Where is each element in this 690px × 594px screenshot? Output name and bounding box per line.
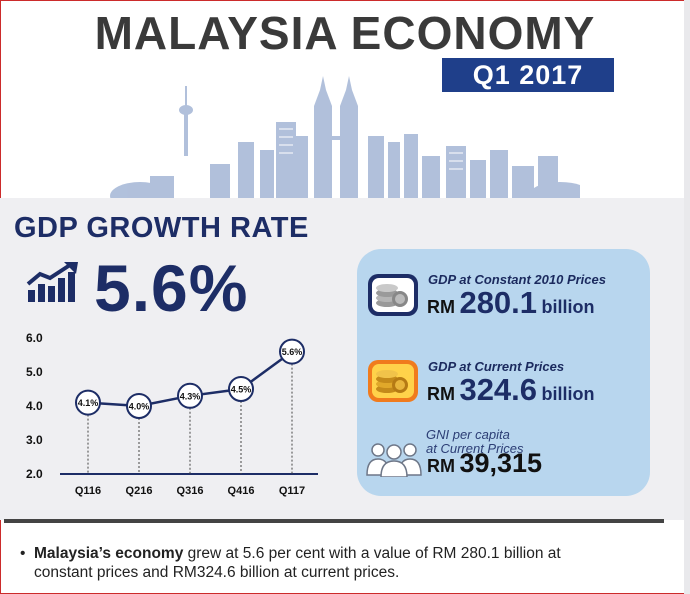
coins-icon [368,274,418,316]
page-edge [684,0,690,594]
data-point [75,389,101,416]
x-tick-label: Q116 [75,485,101,497]
gdp-growth-rate: 5.6% [94,251,249,325]
x-tick-label: Q216 [126,485,153,497]
data-label: 4.5% [231,385,252,395]
summary-bullet: • Malaysia’s economy grew at 5.6 per cent… [20,544,660,582]
gni-label-line2: at Current Prices [426,441,524,456]
period-badge: Q1 2017 [442,58,614,92]
data-label: 5.6% [282,347,303,357]
people-icon [366,443,422,477]
city-skyline-illustration [110,76,580,200]
currency-prefix: RM [427,384,455,404]
x-tick-label: Q416 [228,485,255,497]
currency-prefix: RM [427,456,455,476]
summary-lead: Malaysia’s economy [34,545,184,562]
y-tick-label: 4.0 [26,399,43,413]
y-tick-label: 3.0 [26,433,43,447]
x-tick-label: Q316 [177,485,204,497]
x-tick-label: Q117 [279,485,305,497]
gdp-constant-unit: billion [541,297,595,317]
gdp-current-label: GDP at Current Prices [428,359,565,374]
gni-value: RM 39,315 [427,448,542,479]
section-divider [4,519,664,523]
page-title: MALAYSIA ECONOMY [94,7,596,59]
data-point [126,393,152,419]
y-tick-label: 5.0 [26,365,43,379]
data-label: 4.3% [180,391,201,401]
data-label: 4.1% [78,398,99,408]
summary-line2: constant prices and RM324.6 billion at c… [34,564,400,581]
data-point [228,376,254,402]
data-point [279,338,305,365]
data-point [177,382,203,409]
gdp-constant-label: GDP at Constant 2010 Prices [428,272,606,287]
gni-label-line1: GNI per capita [426,427,510,442]
y-tick-label: 6.0 [26,331,43,345]
trend-up-icon [26,262,78,302]
y-tick-label: 2.0 [26,467,43,481]
gdp-current-value: RM 324.6 billion [427,372,594,408]
gdp-constant-number: 280.1 [459,285,538,320]
summary-line1: grew at 5.6 per cent with a value of RM … [183,545,561,562]
gdp-growth-title: GDP GROWTH RATE [14,212,309,244]
coins-icon [368,360,418,402]
gdp-growth-line-chart: 2.0 3.0 4.0 5.0 6.0 4.1% 4.0% 4.3% 4.5% 5.6% Q116 Q… [26,331,318,497]
gdp-current-unit: billion [541,384,595,404]
data-label: 4.0% [129,402,150,412]
gdp-current-number: 324.6 [459,372,538,407]
gdp-constant-value: RM 280.1 billion [427,285,594,321]
currency-prefix: RM [427,297,455,317]
gni-number: 39,315 [459,448,543,478]
bullet-dot: • [20,545,26,562]
